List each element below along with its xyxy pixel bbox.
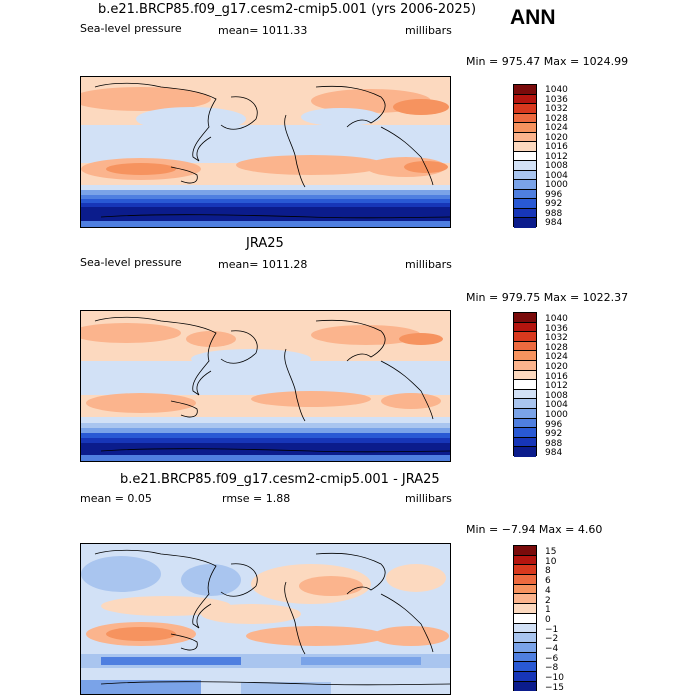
panel2-cb-label: 1016 <box>545 371 568 382</box>
panel1-title: b.e21.BRCP85.f09_g17.cesm2-cmip5.001 (yr… <box>98 2 477 17</box>
panel1-cb-label: 996 <box>545 189 563 200</box>
panel2-cb-label: 1024 <box>545 352 568 363</box>
panel3-cb-label: −15 <box>545 682 564 693</box>
panel2-cb-label: 1020 <box>545 362 568 372</box>
panel3-cb-label: 2 <box>545 595 551 606</box>
panel2-units: millibars <box>405 258 452 271</box>
panel1-variable: Sea-level pressure <box>80 22 182 35</box>
panel1-cb-label: 988 <box>545 208 563 219</box>
panel3-minmax: Min = −7.94 Max = 4.60 <box>466 523 603 536</box>
panel2-cb-label: 1004 <box>545 400 568 411</box>
panel2-cb-label: 992 <box>545 429 563 440</box>
panel2-cb-label: 1012 <box>545 381 568 392</box>
panel2-cb-label: 1032 <box>545 333 568 344</box>
panel3-units: millibars <box>405 492 452 505</box>
panel1-cb-label: 1016 <box>545 142 568 152</box>
panel3-cb-label: −4 <box>545 644 559 654</box>
panel3-cb-label: 6 <box>545 576 551 587</box>
panel1-cb-label: 1040 <box>545 85 568 95</box>
panel1-map <box>80 76 451 228</box>
panel2-variable: Sea-level pressure <box>80 256 182 269</box>
panel3-cb-label: 4 <box>545 585 551 596</box>
panel2-title: JRA25 <box>246 236 284 251</box>
panel2-mean: mean= 1011.28 <box>218 258 308 271</box>
panel1-cb-label: 1028 <box>545 113 568 124</box>
panel3-cb-label: −6 <box>545 653 559 664</box>
panel3-cb-label: 10 <box>545 556 557 567</box>
panel2-cb-label: 988 <box>545 438 563 449</box>
panel1-cb-label: 1012 <box>545 151 568 162</box>
panel2-cb-label: 1036 <box>545 323 568 334</box>
panel3-title: b.e21.BRCP85.f09_g17.cesm2-cmip5.001 - J… <box>120 472 440 487</box>
panel3-rmse: rmse = 1.88 <box>222 492 291 505</box>
panel3-cb-label: 0 <box>545 614 551 625</box>
panel2-map <box>80 310 451 462</box>
panel2-cb-label: 1028 <box>545 342 568 353</box>
panel1-cb-label: 1036 <box>545 94 568 105</box>
panel3-cb-label: 15 <box>545 547 557 557</box>
panel1-cb-label: 1004 <box>545 170 568 181</box>
panel1-colorbar <box>513 84 537 228</box>
panel3-cb-label: −1 <box>545 624 559 635</box>
panel1-cb-label: 984 <box>545 218 563 228</box>
panel2-cb-label: 984 <box>545 448 563 459</box>
panel1-minmax: Min = 975.47 Max = 1024.99 <box>466 55 629 68</box>
panel3-cb-label: −2 <box>545 634 559 645</box>
season-label: ANN <box>510 6 556 29</box>
panel2-minmax: Min = 979.75 Max = 1022.37 <box>466 291 629 304</box>
panel2-cb-label: 1000 <box>545 410 568 420</box>
panel3-cb-label: 8 <box>545 566 551 577</box>
panel3-map <box>80 543 451 695</box>
panel3-cb-label: −10 <box>545 673 564 684</box>
panel3-cb-label: −8 <box>545 663 559 674</box>
panel2-cb-label: 1008 <box>545 390 568 401</box>
panel2-colorbar <box>513 312 537 457</box>
panel1-cb-label: 1032 <box>545 104 568 114</box>
panel3-cb-label: 1 <box>545 605 551 616</box>
panel2-cb-label: 1040 <box>545 314 568 324</box>
panel1-cb-label: 1000 <box>545 180 568 190</box>
panel1-cb-label: 1024 <box>545 123 568 133</box>
panel3-colorbar <box>513 545 537 692</box>
panel3-mean: mean = 0.05 <box>80 492 152 505</box>
panel1-mean: mean= 1011.33 <box>218 24 308 37</box>
panel2-cb-label: 996 <box>545 419 563 430</box>
panel1-cb-label: 992 <box>545 199 563 209</box>
panel1-units: millibars <box>405 24 452 37</box>
panel1-cb-label: 1020 <box>545 132 568 143</box>
panel1-cb-label: 1008 <box>545 161 568 171</box>
